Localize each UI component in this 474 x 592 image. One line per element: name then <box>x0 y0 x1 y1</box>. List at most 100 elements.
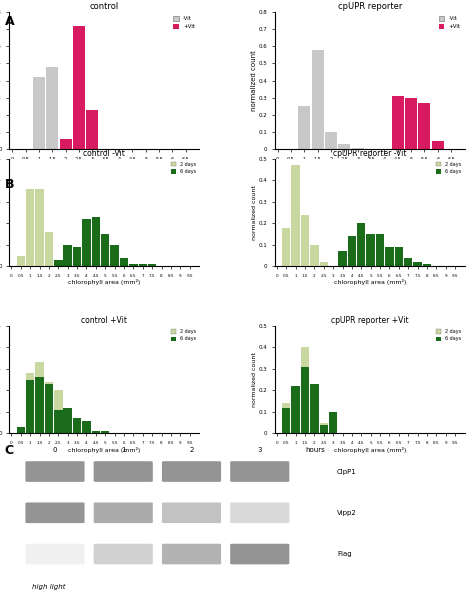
Bar <box>101 432 109 433</box>
FancyBboxPatch shape <box>26 503 84 523</box>
Text: hours: hours <box>305 446 325 452</box>
Bar <box>376 234 384 266</box>
Bar <box>292 408 300 433</box>
Bar <box>82 420 91 433</box>
FancyBboxPatch shape <box>94 543 153 564</box>
Bar <box>110 244 119 266</box>
Bar <box>17 427 25 433</box>
Title: control +Vit: control +Vit <box>81 316 128 325</box>
Bar <box>54 390 63 433</box>
Text: 3: 3 <box>257 446 262 452</box>
Bar <box>54 410 63 433</box>
Bar <box>129 264 137 266</box>
FancyBboxPatch shape <box>162 543 221 564</box>
X-axis label: YFP signal: YFP signal <box>87 163 122 169</box>
Bar <box>64 408 72 433</box>
FancyBboxPatch shape <box>26 461 84 482</box>
Bar <box>101 234 109 266</box>
Bar <box>292 386 300 433</box>
Title: control -Vit: control -Vit <box>83 149 125 157</box>
Bar <box>347 236 356 266</box>
Bar <box>73 419 81 433</box>
Bar <box>35 189 44 266</box>
FancyBboxPatch shape <box>94 461 153 482</box>
Bar <box>301 348 309 433</box>
FancyBboxPatch shape <box>230 503 289 523</box>
Text: A: A <box>5 15 14 28</box>
Bar <box>311 50 324 149</box>
Bar <box>73 247 81 266</box>
FancyBboxPatch shape <box>162 503 221 523</box>
Legend: 2 days, 6 days: 2 days, 6 days <box>170 161 197 175</box>
Bar <box>282 403 291 433</box>
Bar <box>405 98 417 149</box>
Bar <box>46 67 58 149</box>
Bar <box>282 408 291 433</box>
Bar <box>310 244 319 266</box>
Bar <box>413 262 422 266</box>
Bar <box>338 144 350 149</box>
X-axis label: chlorophyll area (mm²): chlorophyll area (mm²) <box>68 279 140 285</box>
Bar <box>45 232 53 266</box>
FancyBboxPatch shape <box>94 503 153 523</box>
Bar <box>423 264 431 266</box>
Bar <box>338 251 346 266</box>
FancyBboxPatch shape <box>230 543 289 564</box>
Bar <box>325 132 337 149</box>
Y-axis label: normalized count: normalized count <box>252 352 257 407</box>
Bar <box>45 382 53 433</box>
X-axis label: chlorophyll area (mm²): chlorophyll area (mm²) <box>334 279 406 285</box>
Bar <box>329 412 337 433</box>
Bar <box>385 247 393 266</box>
Bar <box>352 147 364 149</box>
Bar <box>60 139 72 149</box>
Text: B: B <box>5 178 14 191</box>
Legend: -Vit, +Vit: -Vit, +Vit <box>172 15 196 30</box>
Bar <box>319 262 328 266</box>
Bar <box>419 103 430 149</box>
Y-axis label: normalized count: normalized count <box>251 50 257 111</box>
Bar <box>26 379 34 433</box>
Legend: -Vit, +Vit: -Vit, +Vit <box>438 15 462 30</box>
Bar <box>432 141 444 149</box>
Title: control: control <box>90 2 119 11</box>
Bar <box>404 258 412 266</box>
Legend: 2 days, 6 days: 2 days, 6 days <box>435 328 462 342</box>
Bar <box>148 264 156 266</box>
Bar <box>54 260 63 266</box>
Title: cpUPR reporter: cpUPR reporter <box>337 2 402 11</box>
Title: cpUPR reporter -Vit: cpUPR reporter -Vit <box>333 149 407 157</box>
Text: ClpP1: ClpP1 <box>337 468 357 475</box>
Bar <box>357 223 365 266</box>
Text: 0: 0 <box>53 446 57 452</box>
Bar <box>138 264 147 266</box>
Bar <box>310 397 319 433</box>
Bar <box>120 258 128 266</box>
Legend: 2 days, 6 days: 2 days, 6 days <box>435 161 462 175</box>
Title: cpUPR reporter +Vit: cpUPR reporter +Vit <box>331 316 409 325</box>
Text: C: C <box>5 444 14 457</box>
Bar <box>35 378 44 433</box>
Bar <box>394 247 403 266</box>
Bar <box>301 214 309 266</box>
Text: Flag: Flag <box>337 551 352 557</box>
Text: Vipp2: Vipp2 <box>337 510 357 516</box>
Bar <box>319 425 328 433</box>
Bar <box>91 217 100 266</box>
Bar <box>292 165 300 266</box>
FancyBboxPatch shape <box>230 461 289 482</box>
Bar <box>35 362 44 433</box>
X-axis label: YFP signal: YFP signal <box>352 163 387 169</box>
FancyBboxPatch shape <box>162 461 221 482</box>
Bar <box>301 366 309 433</box>
Text: 2: 2 <box>189 446 194 452</box>
Text: high light: high light <box>32 584 66 590</box>
Bar <box>26 189 34 266</box>
Bar <box>26 373 34 433</box>
Bar <box>64 427 72 433</box>
Bar <box>392 96 404 149</box>
Bar <box>86 110 98 149</box>
Bar <box>33 77 45 149</box>
Bar <box>64 244 72 266</box>
Bar <box>17 427 25 433</box>
